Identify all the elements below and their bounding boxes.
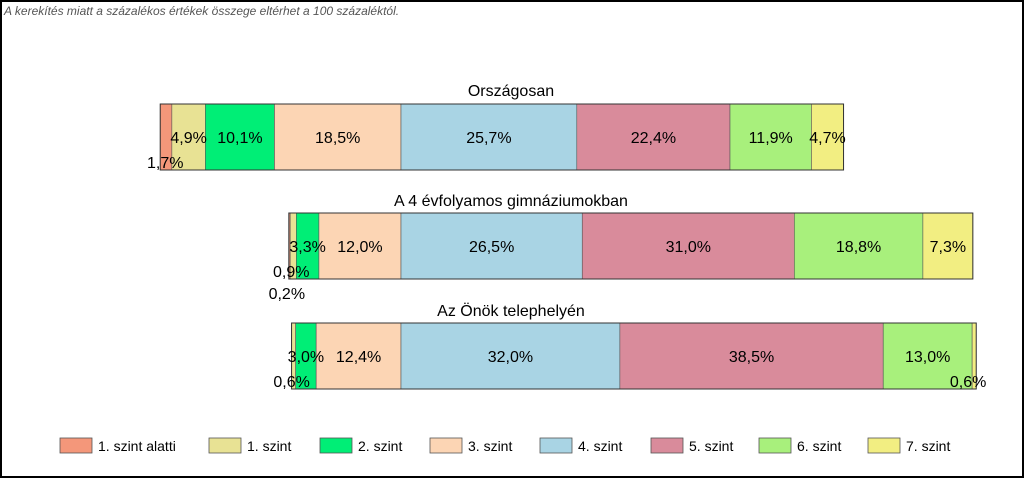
data-label: 4,7% [809, 130, 845, 147]
bar-title: Az Önök telephelyén [437, 302, 585, 320]
bar-outline [159, 103, 845, 171]
bar-segment [205, 103, 275, 171]
bar-segment [581, 212, 795, 280]
bar-segment [318, 212, 402, 280]
rounding-note: A kerekítés miatt a százalékos értékek ö… [4, 4, 400, 18]
bar-outline [291, 322, 977, 390]
bar-segment [882, 322, 973, 390]
legend-entry: 4. szint [578, 438, 622, 454]
bar-segment [729, 103, 812, 171]
legend-entry: 3. szint [468, 438, 512, 454]
legend-entry: 6. szint [797, 438, 841, 454]
legend-entry: 1. szint [247, 438, 291, 454]
bar-segment [793, 212, 924, 280]
data-label: 3,3% [289, 239, 325, 256]
bar-segment [400, 212, 583, 280]
bar-segment [274, 103, 402, 171]
legend-entry: 7. szint [906, 438, 950, 454]
legend-swatch [208, 437, 242, 454]
bar-title: Országosan [468, 83, 554, 100]
data-label: 22,4% [631, 130, 676, 147]
legend-swatch [319, 437, 353, 454]
data-label: 0,2% [269, 286, 305, 303]
data-label: 0,6% [950, 374, 986, 391]
bar-segment [619, 322, 884, 390]
data-label: 7,3% [930, 239, 966, 256]
data-label: 18,5% [315, 130, 360, 147]
data-label: 13,0% [905, 349, 950, 366]
data-label: 0,6% [273, 374, 309, 391]
legend-swatch [867, 437, 901, 454]
data-label: 32,0% [488, 349, 533, 366]
data-label: 10,1% [217, 130, 262, 147]
data-label: 25,7% [466, 130, 511, 147]
legend-entry: 1. szint alatti [98, 438, 176, 454]
bar-outline [288, 212, 974, 280]
data-label: 0,9% [273, 264, 309, 281]
legend-swatch [429, 437, 463, 454]
legend-entry: 2. szint [358, 438, 402, 454]
data-label: 31,0% [666, 239, 711, 256]
data-label: 12,4% [336, 349, 381, 366]
data-label: 4,9% [170, 130, 206, 147]
data-label: 26,5% [469, 239, 514, 256]
legend-entry: 5. szint [689, 438, 733, 454]
data-label: 11,9% [749, 130, 793, 147]
bar-title: A 4 évfolyamos gimnáziumokban [394, 193, 628, 210]
legend-swatch [59, 437, 93, 454]
legend-swatch [539, 437, 573, 454]
data-label: 18,8% [836, 239, 881, 256]
data-label: 1,7% [147, 155, 183, 172]
data-label: 38,5% [729, 349, 774, 366]
data-label: 12,0% [337, 239, 382, 256]
bar-segment [400, 322, 621, 390]
legend-swatch [758, 437, 792, 454]
legend-swatch [650, 437, 684, 454]
data-label: 3,0% [288, 349, 324, 366]
bar-segment [922, 212, 974, 280]
